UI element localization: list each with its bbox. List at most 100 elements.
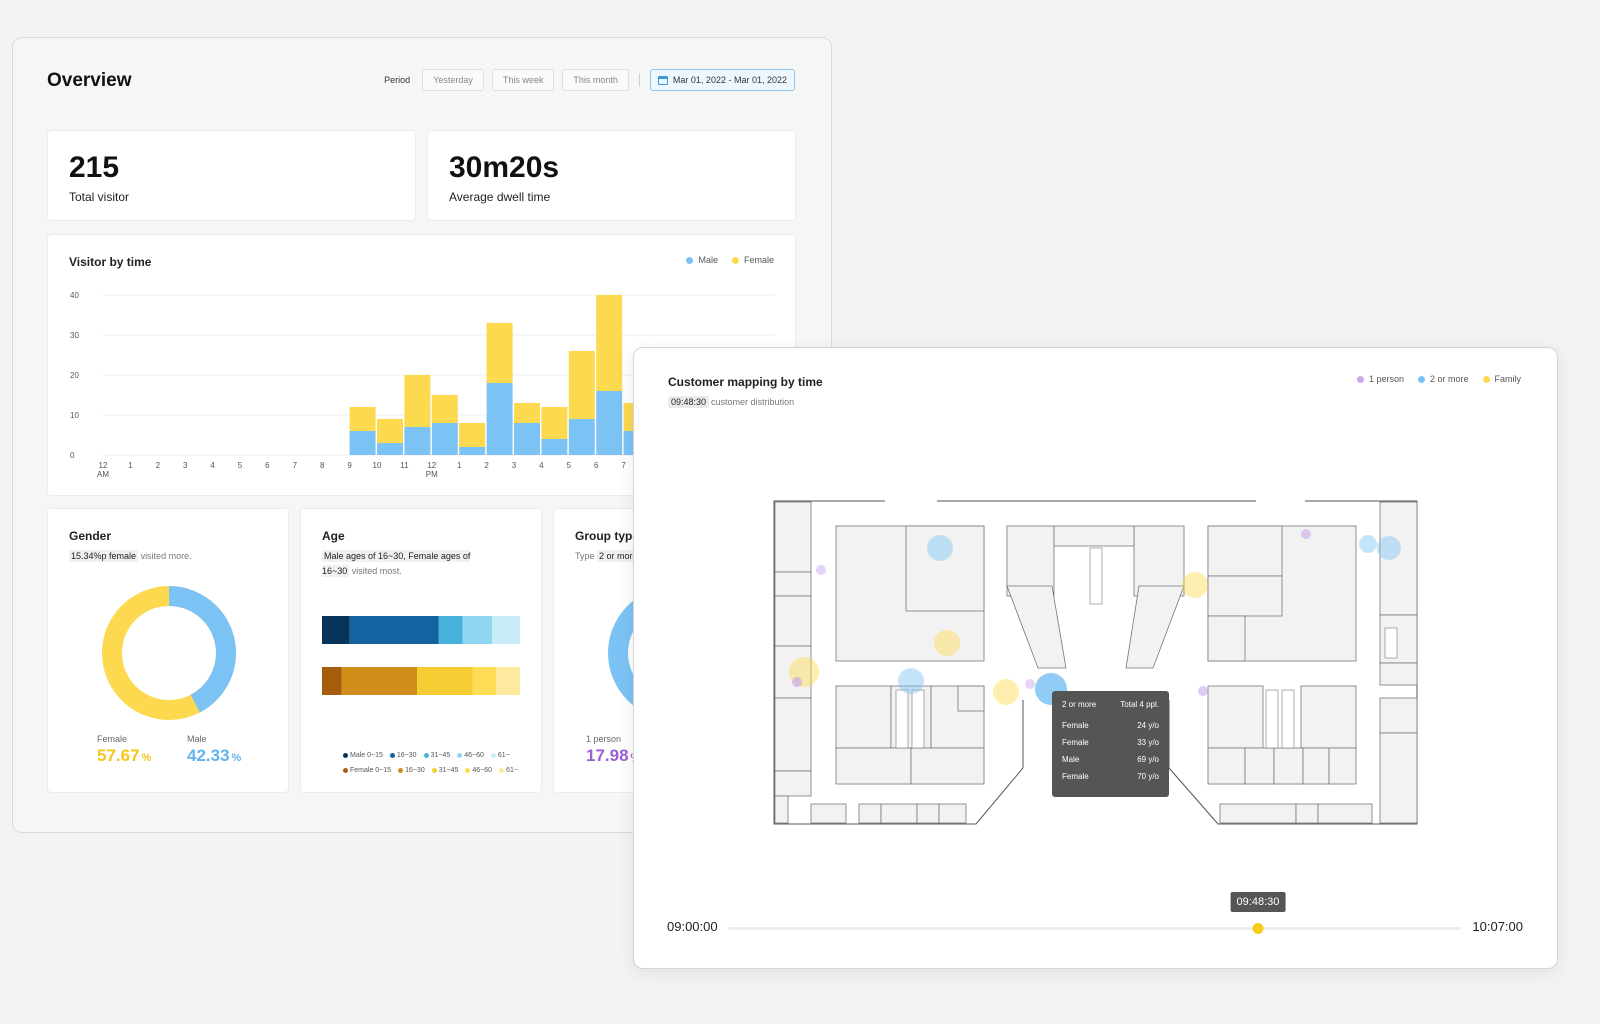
- x-tick-label: 6: [265, 461, 270, 470]
- visitor-by-time-title: Visitor by time: [69, 255, 152, 269]
- this-month-button[interactable]: This month: [562, 69, 629, 91]
- male-dot-icon: [686, 256, 694, 264]
- x-tick-label: 1: [128, 461, 133, 470]
- x-tick-label: 4: [539, 461, 544, 470]
- escalators: [895, 547, 1398, 749]
- y-tick-label: 40: [70, 291, 79, 300]
- female-pct-value: 57.67%: [97, 746, 152, 765]
- map-dot: [927, 535, 953, 561]
- bar-male: [431, 423, 458, 455]
- map-dot: [792, 677, 802, 687]
- bar-female: [568, 351, 595, 419]
- tooltip-total: Total 4 ppl.: [1120, 700, 1159, 709]
- age-segment-male: [349, 616, 439, 644]
- y-tick-label: 30: [70, 331, 79, 340]
- bar-female: [514, 403, 540, 423]
- gender-sub: 15.34%p female visited more.: [69, 550, 192, 562]
- age-segment-female: [417, 667, 473, 695]
- bar-female: [404, 375, 431, 427]
- age-segment-male: [492, 616, 520, 644]
- bar-female: [541, 407, 568, 439]
- x-tick-label: 12: [99, 461, 108, 470]
- age-female-legend: Female 0~15 16~30 31~45 46~60 61~: [343, 767, 518, 774]
- timeline-start: 09:00:00: [667, 919, 718, 934]
- bar-female: [431, 395, 458, 423]
- this-week-button[interactable]: This week: [491, 69, 555, 91]
- age-segment-female: [322, 667, 342, 695]
- x-tick-label: 3: [183, 461, 188, 470]
- x-tick-label: 1: [457, 461, 462, 470]
- map-subtitle: 09:48:30 customer distribution: [668, 396, 794, 408]
- legend-one-person: 1 person: [1356, 374, 1404, 384]
- male-pct-label: Male: [187, 734, 207, 744]
- customer-dots: [789, 529, 1401, 705]
- legend-male-61: 61~: [490, 752, 510, 759]
- date-range-text: Mar 01, 2022 - Mar 01, 2022: [672, 75, 787, 85]
- yesterday-button[interactable]: Yesterday: [422, 69, 484, 91]
- y-tick-label: 20: [70, 371, 79, 380]
- x-tick-label: 5: [567, 461, 572, 470]
- tooltip-row: Male 69 y/o: [1062, 755, 1159, 764]
- gender-male-arc: [102, 586, 236, 720]
- one-person-label: 1 person: [586, 734, 622, 744]
- bar-male: [596, 391, 623, 455]
- legend-family: Family: [1482, 374, 1521, 384]
- age-card: Age Male ages of 16~30, Female ages of 1…: [300, 508, 542, 793]
- legend-two-or-more: 2 or more: [1417, 374, 1469, 384]
- timeline-end: 10:07:00: [1472, 919, 1523, 934]
- x-tick-label: PM: [426, 470, 438, 479]
- period-selector: Period Yesterday This week This month Ma…: [384, 69, 795, 91]
- floor-rooms: [774, 501, 1418, 824]
- gender-donut-chart: [102, 586, 236, 720]
- bar-male: [486, 383, 513, 455]
- timeline-slider[interactable]: 09:48:30: [728, 892, 1461, 934]
- calendar-icon: [657, 75, 668, 85]
- female-pct-block: Female 57.67%: [97, 734, 151, 766]
- x-tick-label: 2: [156, 461, 161, 470]
- x-tick-label: 8: [320, 461, 325, 470]
- x-tick-label: 11: [400, 461, 409, 470]
- map-title: Customer mapping by time: [668, 375, 823, 389]
- period-divider: [638, 73, 640, 87]
- male-pct-value: 42.33%: [187, 746, 242, 765]
- group-type-title: Group type: [575, 529, 640, 543]
- age-title: Age: [322, 529, 345, 543]
- legend-male-46-60: 46~60: [457, 752, 484, 759]
- dwell-time-card: 30m20s Average dwell time: [427, 130, 796, 221]
- legend-female-31-45: 31~45: [431, 767, 458, 774]
- age-sub: Male ages of 16~30, Female ages of 16~30…: [322, 550, 471, 577]
- total-visitor-label: Total visitor: [69, 190, 130, 204]
- bar-male: [541, 439, 568, 455]
- map-dot: [1301, 529, 1311, 539]
- bar-male: [404, 427, 431, 455]
- x-tick-label: 10: [373, 461, 382, 470]
- floor-outline: [773, 500, 1418, 825]
- timeline-thumb[interactable]: [1252, 923, 1264, 934]
- period-label: Period: [384, 75, 411, 85]
- map-dot: [993, 679, 1019, 705]
- total-visitor-card: 215 Total visitor: [47, 130, 416, 221]
- family-dot-icon: [1482, 375, 1490, 383]
- bar-male: [514, 423, 540, 455]
- timeline-current-time: 09:48:30: [1230, 892, 1286, 912]
- x-tick-label: 9: [347, 461, 352, 470]
- age-segment-male: [322, 616, 350, 644]
- gender-card: Gender 15.34%p female visited more. Fema…: [47, 508, 289, 793]
- bar-female: [596, 295, 623, 391]
- map-dot: [1377, 536, 1401, 560]
- one-person-dot-icon: [1356, 375, 1364, 383]
- y-tick-label: 10: [70, 411, 79, 420]
- bar-female: [349, 407, 376, 431]
- legend-female-46-60: 46~60: [465, 767, 492, 774]
- age-segment-female: [472, 667, 497, 695]
- legend-male-0-15: Male 0~15: [343, 752, 383, 759]
- bar-female: [377, 419, 403, 443]
- map-legend: 1 person 2 or more Family: [1356, 374, 1521, 384]
- date-range-picker[interactable]: Mar 01, 2022 - Mar 01, 2022: [649, 69, 795, 91]
- x-tick-label: 5: [238, 461, 243, 470]
- age-segment-male: [438, 616, 463, 644]
- legend-male: Male: [686, 255, 718, 265]
- tooltip-row: Female 70 y/o: [1062, 772, 1159, 781]
- page-title: Overview: [47, 70, 132, 91]
- x-tick-label: 6: [594, 461, 599, 470]
